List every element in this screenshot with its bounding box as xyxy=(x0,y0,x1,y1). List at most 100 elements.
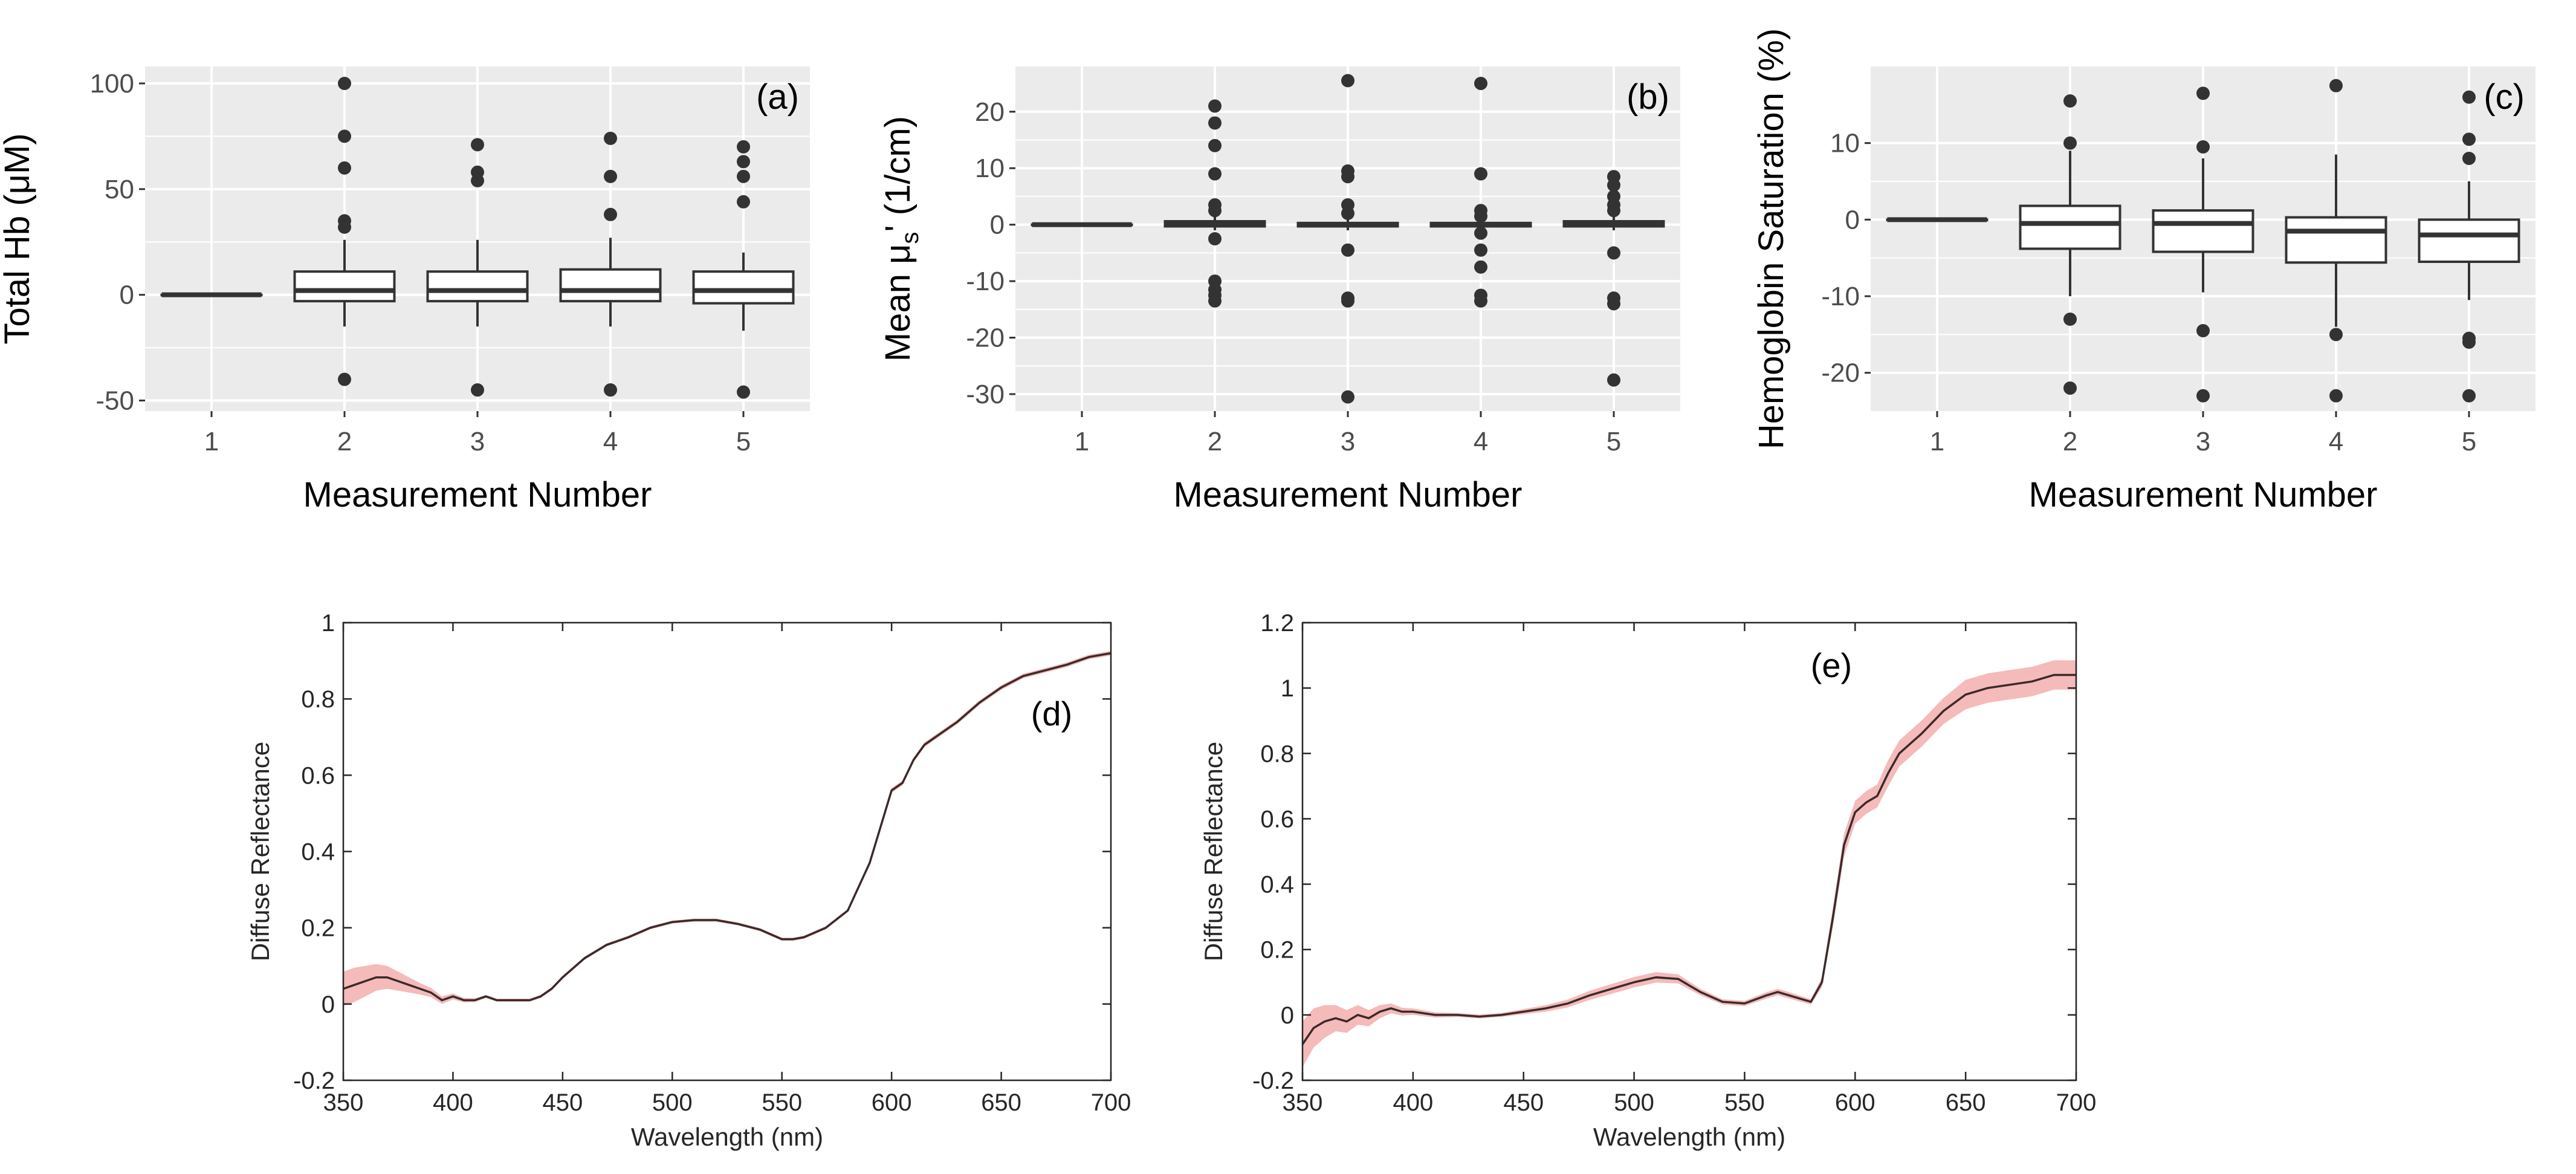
x-tick-label: 1 xyxy=(1075,427,1089,456)
y-tick-label: 0.6 xyxy=(1260,806,1294,832)
box-5 xyxy=(2418,90,2520,403)
box-5 xyxy=(1562,170,1665,387)
outlier-point xyxy=(338,129,351,143)
outlier-point xyxy=(604,169,617,183)
panel-label: (c) xyxy=(2484,77,2525,117)
outlier-point xyxy=(2462,132,2476,146)
box-3 xyxy=(1296,74,1399,404)
iqr-box xyxy=(2285,216,2387,264)
x-tick-label: 2 xyxy=(2063,427,2077,456)
outlier-point xyxy=(737,385,750,399)
x-tick-label: 450 xyxy=(1503,1089,1544,1116)
box-3 xyxy=(426,138,529,397)
iqr-box xyxy=(559,268,662,303)
x-tick-label: 550 xyxy=(762,1089,802,1116)
iqr-box xyxy=(293,270,396,303)
outlier-point xyxy=(1208,116,1222,130)
iqr-box xyxy=(692,270,795,305)
panel-c-hemoglobin-saturation-boxplot: -20 -10 0 10 1 2 3 4 5 (c) Measurement Number Hemog… xyxy=(1752,28,2536,514)
outlier-point xyxy=(2329,389,2343,403)
outlier-point xyxy=(338,372,351,386)
x-tick-label: 600 xyxy=(1835,1089,1875,1116)
panel-label: (b) xyxy=(1626,77,1669,117)
y-tick-label: 0 xyxy=(990,210,1005,240)
panel-a-total-hb-boxplot: -50 0 50 100 1 2 3 4 5 (a) Measurement Number Total… xyxy=(0,66,810,514)
x-tick-label: 600 xyxy=(872,1089,912,1116)
outlier-point xyxy=(1607,178,1620,192)
y-axis-title: Diffuse Reflectance xyxy=(246,742,274,961)
panel-d-reflectance-spectrum: 350 400 450 500 550 600 650 700 -0.2 0 0.2 0.4 0.6 0.… xyxy=(246,610,1131,1151)
outlier-point xyxy=(1474,226,1487,240)
x-tick-label: 550 xyxy=(1724,1089,1765,1116)
x-tick-label: 400 xyxy=(433,1089,473,1116)
x-tick-label: 3 xyxy=(470,427,485,456)
outlier-point xyxy=(1341,206,1354,220)
outlier-point xyxy=(737,140,750,154)
iqr-box xyxy=(2019,204,2121,250)
x-tick-label: 3 xyxy=(2196,427,2210,456)
y-axis-title: Hemoglobin Saturation (%) xyxy=(1752,28,1791,449)
outlier-point xyxy=(1341,390,1354,404)
box-3 xyxy=(2152,86,2254,403)
outlier-point xyxy=(2196,86,2210,100)
y-tick-label: -0.2 xyxy=(1252,1068,1294,1094)
outlier-point xyxy=(1474,260,1487,274)
x-tick-label: 500 xyxy=(652,1089,693,1116)
y-tick-label: -20 xyxy=(966,323,1005,353)
y-axis-title-mu: μ xyxy=(878,244,917,274)
y-axis-title-main: Mean xyxy=(878,274,917,362)
y-tick-label: -10 xyxy=(966,267,1005,296)
y-tick-label: -30 xyxy=(966,380,1005,409)
mean-spectrum-line xyxy=(1301,673,2076,1045)
outlier-point xyxy=(2063,313,2077,326)
outlier-point xyxy=(737,195,750,209)
x-tick-label: 350 xyxy=(323,1089,364,1116)
outlier-point xyxy=(1474,294,1487,308)
x-tick-label: 1 xyxy=(1930,427,1944,456)
outlier-point xyxy=(2462,336,2476,349)
outlier-point xyxy=(1341,170,1354,184)
outlier-point xyxy=(2329,328,2343,342)
box-4 xyxy=(1429,77,1532,308)
x-tick-label: 5 xyxy=(1607,427,1621,456)
y-axis-title: Total Hb (μM) xyxy=(0,133,37,344)
x-axis-title: Measurement Number xyxy=(1174,475,1523,514)
outlier-point xyxy=(1208,294,1222,308)
x-tick-label: 2 xyxy=(1208,427,1222,456)
outlier-point xyxy=(2196,324,2210,337)
axes-box xyxy=(1301,621,2077,1082)
iqr-box xyxy=(2418,218,2520,264)
box-5 xyxy=(692,140,795,399)
x-tick-label: 500 xyxy=(1614,1089,1654,1116)
iqr-box xyxy=(2152,209,2254,253)
y-axis-title-subscript: s xyxy=(897,232,924,244)
x-tick-label: 1 xyxy=(204,427,219,456)
box-2 xyxy=(293,76,396,386)
x-axis-title: Measurement Number xyxy=(2029,475,2378,514)
outlier-point xyxy=(737,169,750,183)
outlier-point xyxy=(1208,99,1222,113)
panel-label: (e) xyxy=(1811,646,1852,684)
panel-label: (a) xyxy=(756,77,799,117)
x-tick-label: 3 xyxy=(1341,427,1355,456)
x-tick-label: 2 xyxy=(337,427,352,456)
outlier-point xyxy=(2196,389,2210,403)
outlier-point xyxy=(1607,373,1620,387)
outlier-point xyxy=(2196,140,2210,154)
y-tick-label: -20 xyxy=(1821,358,1860,388)
box-1 xyxy=(1886,217,1989,222)
box-4 xyxy=(559,131,662,397)
outlier-point xyxy=(338,161,351,175)
y-axis-title: Mean μs' (1/cm) xyxy=(878,116,924,362)
outlier-point xyxy=(338,76,351,90)
outlier-point xyxy=(1607,297,1620,311)
y-tick-label: -10 xyxy=(1821,282,1860,311)
y-tick-label: 100 xyxy=(90,69,134,99)
x-tick-label: 650 xyxy=(981,1089,1021,1116)
x-axis-title: Measurement Number xyxy=(303,475,652,514)
y-tick-label: 1 xyxy=(322,610,335,637)
y-tick-label: 0.8 xyxy=(1260,741,1294,767)
outlier-point xyxy=(2329,79,2343,92)
y-axis-title-units: ' (1/cm) xyxy=(878,116,917,232)
